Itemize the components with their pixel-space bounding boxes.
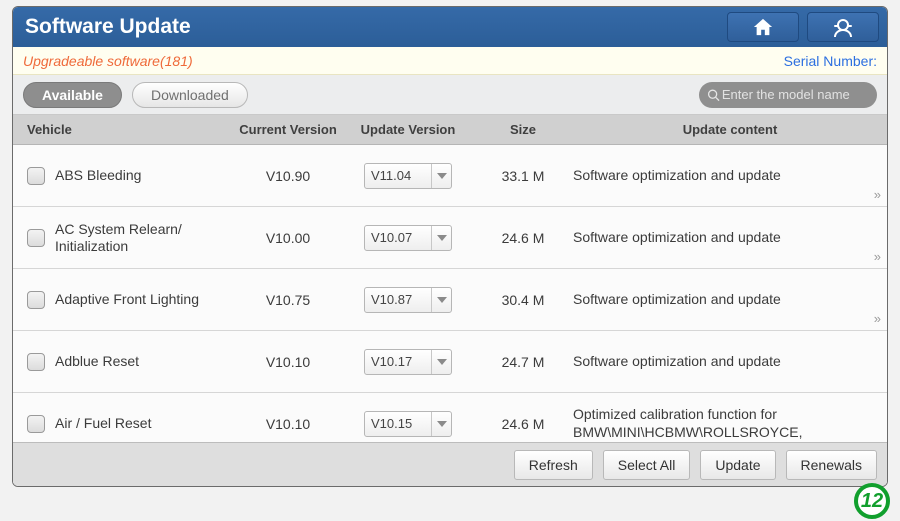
update-content: Optimized calibration function for BMW\M… (573, 406, 887, 441)
control-strip: Available Downloaded (13, 75, 887, 115)
vehicle-name: AC System Relearn/Initialization (55, 221, 182, 255)
home-button[interactable] (727, 12, 799, 42)
col-update: Update Version (343, 122, 473, 137)
size-value: 24.7 M (473, 354, 573, 370)
current-version: V10.75 (233, 292, 343, 308)
more-icon[interactable]: » (874, 187, 881, 202)
current-version: V10.90 (233, 168, 343, 184)
table-row: AC System Relearn/Initialization V10.00 V1… (13, 207, 887, 269)
chevron-down-icon (431, 350, 451, 374)
vehicle-name: Air / Fuel Reset (55, 415, 151, 432)
current-version: V10.10 (233, 354, 343, 370)
update-version-select[interactable]: V11.04 (364, 163, 452, 189)
search-input[interactable] (720, 86, 869, 103)
row-checkbox[interactable] (27, 229, 45, 247)
row-checkbox[interactable] (27, 291, 45, 309)
more-icon[interactable]: » (874, 249, 881, 264)
upgradeable-label: Upgradeable software (23, 53, 160, 69)
table-row: Adblue Reset V10.10 V10.17 24.7 MSoftware o… (13, 331, 887, 393)
renewals-button[interactable]: Renewals (786, 450, 877, 480)
column-header: Vehicle Current Version Update Version S… (13, 115, 887, 145)
size-value: 24.6 M (473, 416, 573, 432)
update-content: Software optimization and update (573, 353, 887, 371)
select-all-button[interactable]: Select All (603, 450, 691, 480)
home-icon (752, 17, 774, 37)
update-button[interactable]: Update (700, 450, 775, 480)
vehicle-name: Adaptive Front Lighting (55, 291, 199, 308)
update-content: Software optimization and update (573, 167, 887, 185)
update-version-select[interactable]: V10.07 (364, 225, 452, 251)
row-checkbox[interactable] (27, 415, 45, 433)
update-version-select[interactable]: V10.17 (364, 349, 452, 375)
serial-number-label: Serial Number: (784, 53, 877, 69)
table-row: ABS Bleeding V10.90 V11.04 33.1 MSoftware o… (13, 145, 887, 207)
tab-available[interactable]: Available (23, 82, 122, 108)
col-size: Size (473, 122, 573, 137)
vehicle-name: Adblue Reset (55, 353, 139, 370)
account-button[interactable] (807, 12, 879, 42)
update-content: Software optimization and update (573, 229, 887, 247)
update-version-value: V10.15 (371, 416, 412, 431)
page-title: Software Update (13, 15, 727, 39)
row-checkbox[interactable] (27, 167, 45, 185)
size-value: 33.1 M (473, 168, 573, 184)
more-icon[interactable]: » (874, 311, 881, 326)
vehicle-name: ABS Bleeding (55, 167, 141, 184)
info-strip: Upgradeable software(181) Serial Number: (13, 47, 887, 75)
update-version-select[interactable]: V10.87 (364, 287, 452, 313)
col-content: Update content (573, 122, 887, 137)
update-version-value: V11.04 (371, 168, 411, 183)
update-version-select[interactable]: V10.15 (364, 411, 452, 437)
chevron-down-icon (431, 164, 451, 188)
search-icon (707, 88, 720, 102)
page-number-badge: 12 (854, 483, 890, 519)
update-content: Software optimization and update (573, 291, 887, 309)
col-current: Current Version (233, 122, 343, 137)
tab-downloaded[interactable]: Downloaded (132, 82, 248, 108)
col-vehicle: Vehicle (13, 122, 233, 137)
update-version-value: V10.17 (371, 354, 412, 369)
refresh-button[interactable]: Refresh (514, 450, 593, 480)
row-checkbox[interactable] (27, 353, 45, 371)
search-box[interactable] (699, 82, 877, 108)
table-row: Adaptive Front Lighting V10.75 V10.87 30.4 … (13, 269, 887, 331)
size-value: 30.4 M (473, 292, 573, 308)
chevron-down-icon (431, 226, 451, 250)
size-value: 24.6 M (473, 230, 573, 246)
current-version: V10.10 (233, 416, 343, 432)
update-version-value: V10.87 (371, 292, 412, 307)
chevron-down-icon (431, 288, 451, 312)
update-version-value: V10.07 (371, 230, 412, 245)
chevron-down-icon (431, 412, 451, 436)
headset-icon (831, 16, 855, 38)
action-bar: Refresh Select All Update Renewals (13, 442, 887, 486)
current-version: V10.00 (233, 230, 343, 246)
rows-container: ABS BleedingV10.90V11.0433.1 MSoftware o… (13, 145, 887, 486)
upgradeable-count: (181) (160, 53, 193, 69)
title-bar: Software Update (13, 7, 887, 47)
